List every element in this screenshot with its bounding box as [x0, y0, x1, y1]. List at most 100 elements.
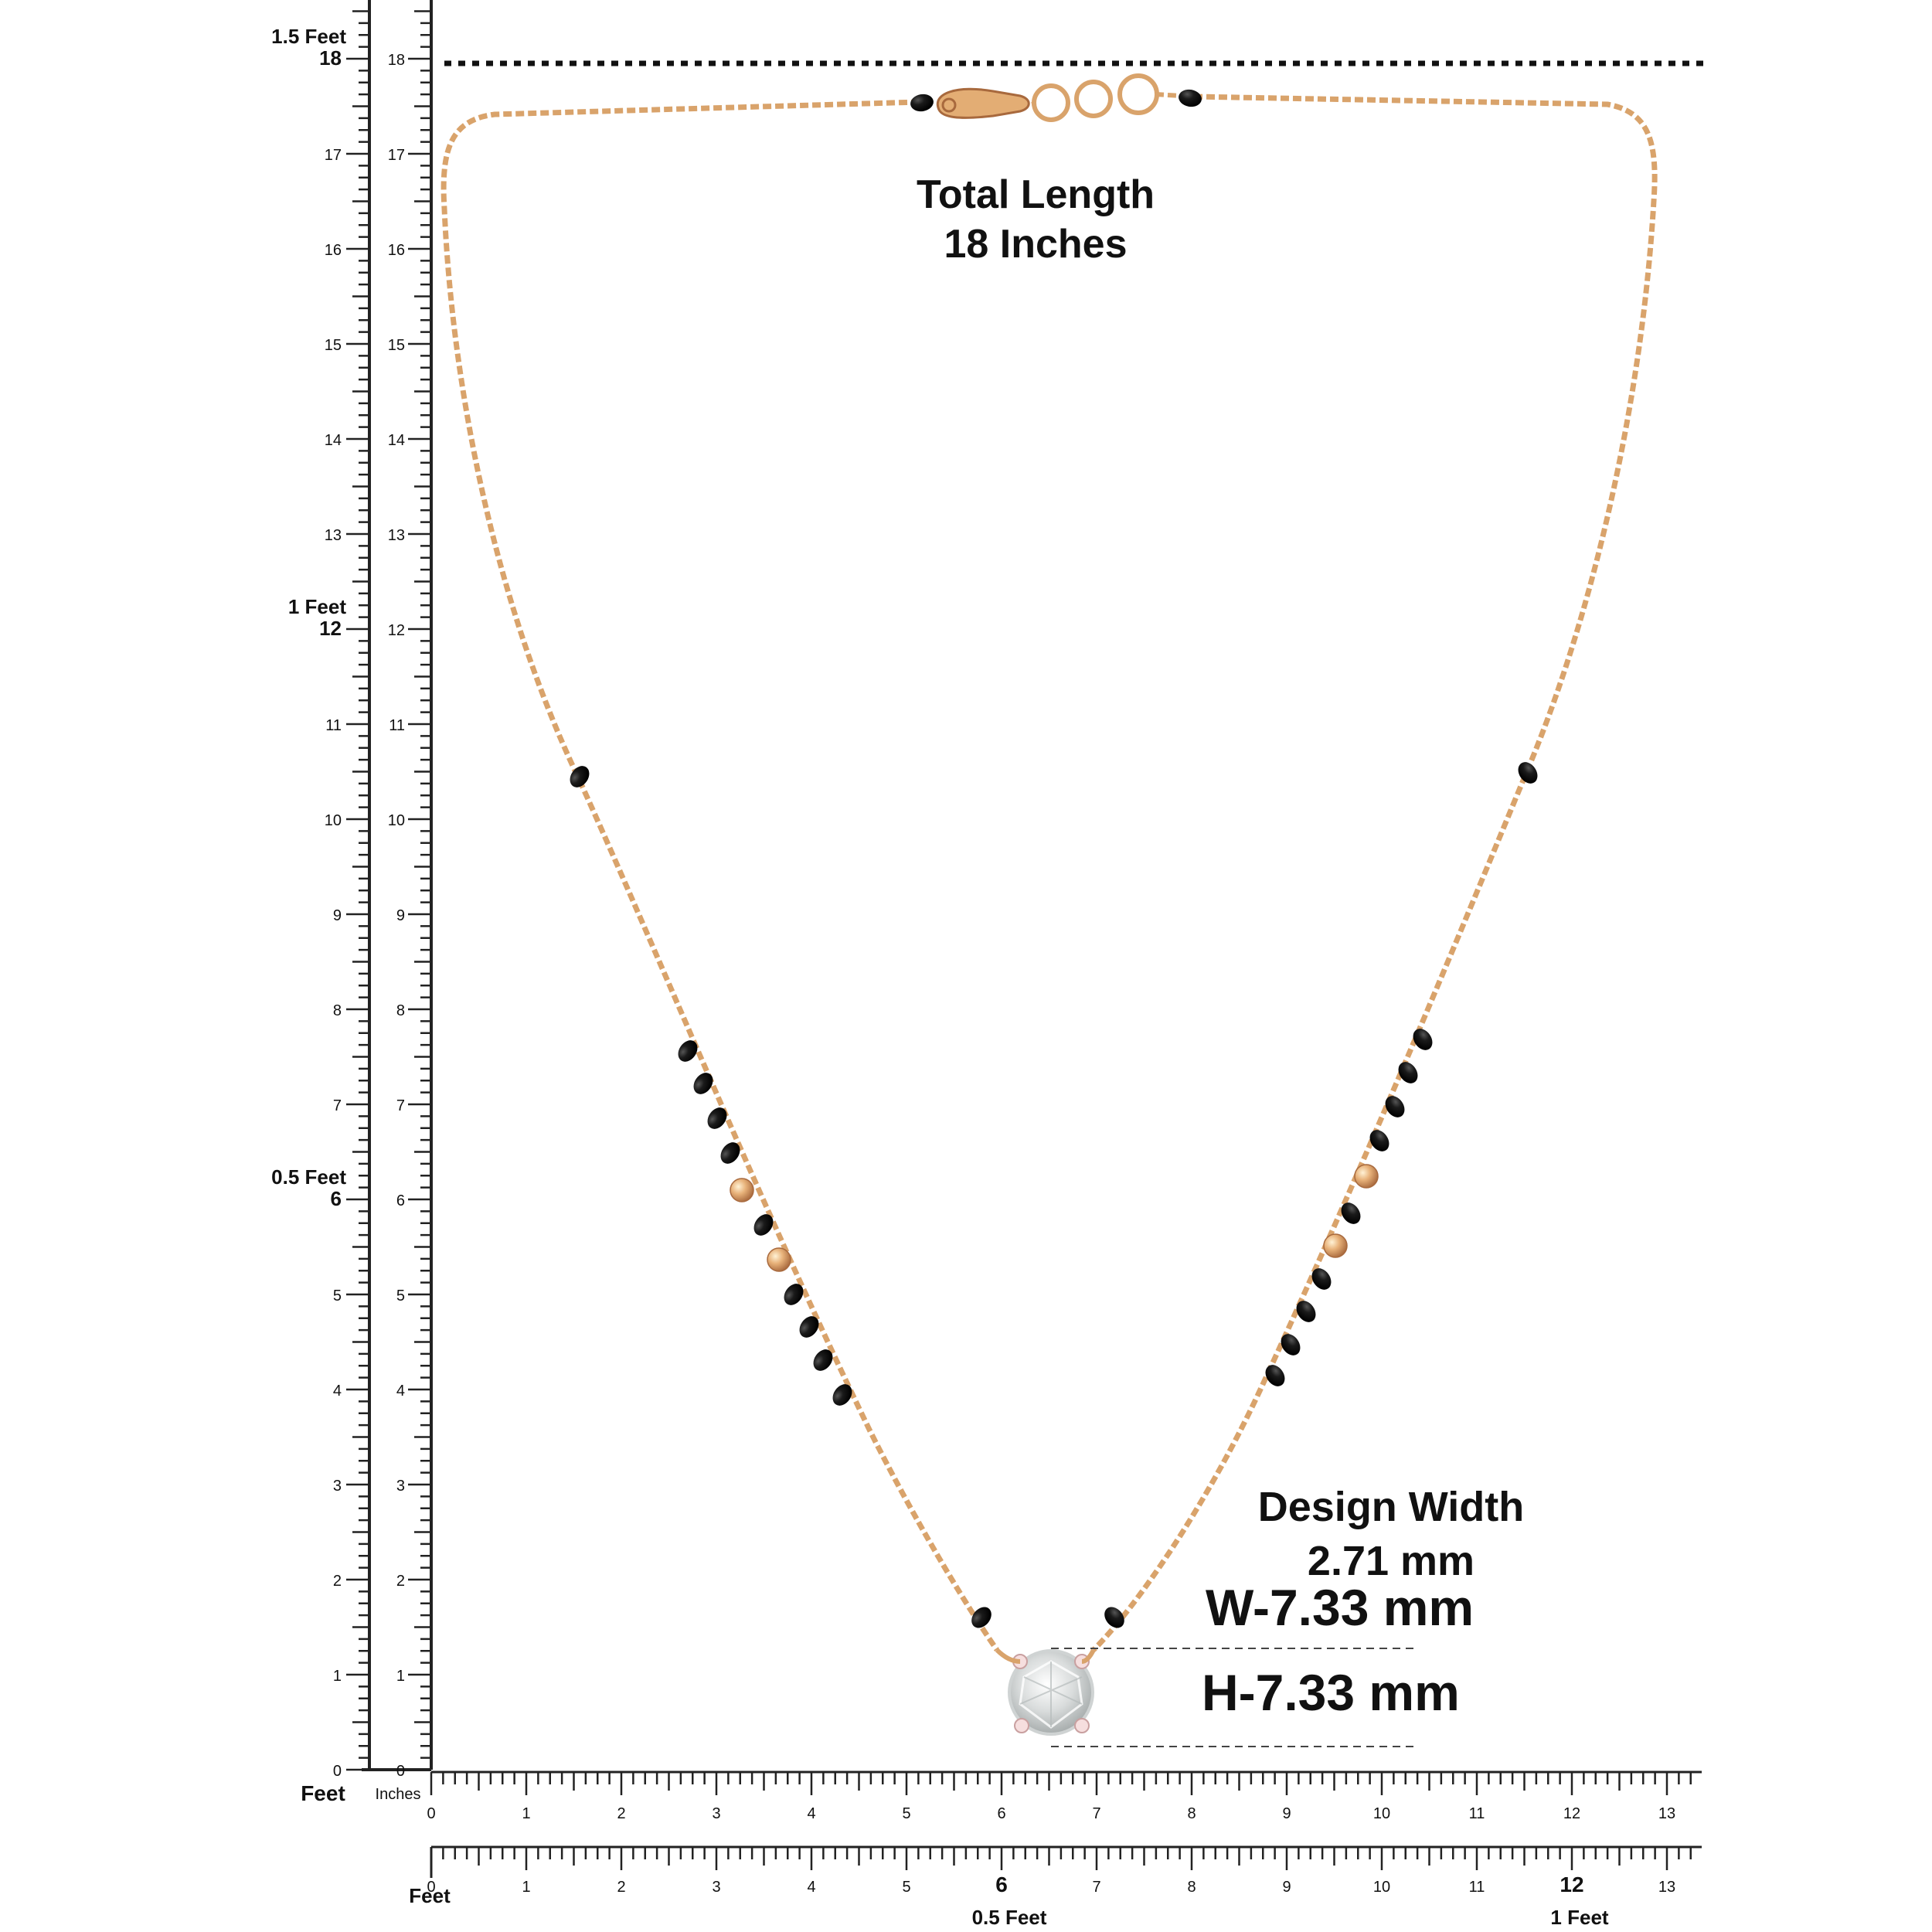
horizontal-ruler-inch-label: 5	[902, 1805, 910, 1822]
vertical-ruler-inch-label: 4	[396, 1383, 405, 1400]
width-dimension-label: W-7.33 mm	[1206, 1579, 1475, 1636]
black-bead	[1179, 89, 1202, 107]
extension-ring-2	[1074, 80, 1113, 118]
extension-ring-3	[1117, 73, 1159, 115]
horizontal-feet-ruler-inch-label: 12	[1560, 1872, 1583, 1896]
vertical-ruler-feet-side-label: 2	[333, 1573, 342, 1590]
horizontal-ruler-inch-label: 12	[1563, 1805, 1580, 1822]
chain-right-strand	[1091, 94, 1658, 1652]
extension-ring-1	[1032, 83, 1070, 122]
black-bead	[1311, 1268, 1332, 1290]
horizontal-ruler-inch-label: 7	[1092, 1805, 1100, 1822]
black-bead	[570, 766, 590, 787]
black-bead	[813, 1349, 833, 1371]
black-bead	[707, 1107, 727, 1129]
vertical-ruler-inch-label: 18	[388, 52, 405, 69]
horizontal-feet-ruler-inch-label: 8	[1187, 1879, 1196, 1896]
height-dimension-label: H-7.33 mm	[1202, 1664, 1460, 1721]
vertical-ruler-feet-side-label: 11	[325, 717, 342, 734]
horizontal-ruler-inch-label: 8	[1187, 1805, 1196, 1822]
vertical-ruler-inch-label: 6	[396, 1192, 405, 1209]
vertical-ruler-inch-label: 2	[396, 1573, 405, 1590]
prong-bottom-left	[1014, 1718, 1029, 1733]
gold-bead	[767, 1247, 791, 1272]
vertical-ruler-feet-side-label: 6	[331, 1187, 342, 1210]
chain-left-strand	[440, 99, 999, 1651]
horizontal-ruler-inch-label: 1	[522, 1805, 530, 1822]
horizontal-ruler-inch-label: 9	[1282, 1805, 1291, 1822]
horizontal-feet-ruler-inch-label: 3	[712, 1879, 720, 1896]
horizontal-inch-ruler: 0 1 2 3 4 5 6 7 8 9 10 11 12 13	[427, 1770, 1702, 1822]
vertical-ruler-feet-side-label: 8	[333, 1002, 342, 1019]
black-bead	[1398, 1062, 1418, 1083]
black-bead	[1104, 1607, 1124, 1628]
vertical-ruler-feet-side-label: 1	[333, 1668, 342, 1685]
design-width-title: Design Width	[1257, 1484, 1525, 1530]
black-bead	[720, 1142, 740, 1164]
black-bead	[678, 1040, 698, 1062]
vertical-ruler-inch-label: 7	[396, 1097, 405, 1114]
gold-bead	[1323, 1233, 1348, 1258]
lobster-clasp	[936, 87, 1030, 119]
vertical-ruler-feet-side-label: 13	[325, 527, 342, 544]
mangalsutra-necklace	[440, 73, 1658, 1736]
vertical-ruler-feet-mark-label: 0.5 Feet	[271, 1165, 346, 1189]
vertical-ruler-feet-side-label: 0	[333, 1763, 342, 1780]
horizontal-ruler-inch-label: 3	[712, 1805, 720, 1822]
horizontal-ruler-inch-label: 4	[807, 1805, 815, 1822]
vertical-ruler-feet-mark-label: 1 Feet	[288, 595, 346, 618]
horizontal-feet-ruler-inch-label: 0	[427, 1879, 435, 1896]
black-bead	[1413, 1029, 1433, 1050]
vertical-ruler-feet-side-label: 16	[325, 242, 342, 259]
vertical-ruler-inch-label: 12	[388, 622, 405, 639]
vertical-ruler-inch-label: 1	[396, 1668, 405, 1685]
black-bead	[753, 1214, 774, 1236]
horizontal-feet-ruler-inch-label: 5	[902, 1879, 910, 1896]
vertical-ruler-inch-label: 9	[396, 907, 405, 924]
horizontal-feet-ruler-inch-label: 1	[522, 1879, 530, 1896]
vertical-ruler-inch-label: 11	[389, 717, 405, 734]
horizontal-feet-ruler-inch-label: 2	[617, 1879, 625, 1896]
vertical-ruler-feet-mark-label: 1.5 Feet	[271, 25, 346, 48]
vertical-ruler-feet-side-label: 18	[319, 46, 342, 70]
horizontal-ruler-inch-label: 13	[1658, 1805, 1675, 1822]
horizontal-feet-ruler-inch-label: 4	[807, 1879, 815, 1896]
design-width-value: 2.71 mm	[1307, 1538, 1475, 1584]
horizontal-ruler-inch-label: 11	[1469, 1805, 1485, 1822]
black-bead	[1281, 1334, 1301, 1355]
vertical-ruler-inches-unit-label: Inches	[376, 1786, 421, 1803]
black-bead	[1265, 1365, 1285, 1386]
horizontal-feet-mark-label: 0.5 Feet	[972, 1906, 1047, 1929]
black-bead	[784, 1284, 804, 1305]
gold-bead	[730, 1178, 754, 1202]
horizontal-feet-ruler-inch-label: 10	[1373, 1879, 1390, 1896]
vertical-ruler-feet-unit-label: Feet	[301, 1781, 345, 1805]
horizontal-ruler-inch-label: 6	[997, 1805, 1005, 1822]
black-bead	[971, 1607, 992, 1628]
vertical-ruler-feet-side-label: 12	[319, 617, 342, 640]
vertical-ruler-inch-label: 17	[388, 147, 405, 164]
prong-bottom-right	[1074, 1718, 1090, 1733]
vertical-ruler-feet-side-label: 15	[325, 337, 342, 354]
horizontal-feet-ruler-inch-label: 11	[1469, 1879, 1485, 1896]
vertical-ruler-inch-label: 8	[396, 1002, 405, 1019]
vertical-ruler-feet-side-label: 5	[333, 1287, 342, 1304]
vertical-ruler-feet-side-label: 9	[333, 907, 342, 924]
horizontal-ruler-inch-label: 0	[427, 1805, 435, 1822]
vertical-ruler-inch-label: 0	[396, 1763, 405, 1780]
vertical-ruler-feet-side-label: 4	[333, 1383, 342, 1400]
total-length-title: Total Length	[916, 172, 1155, 217]
black-bead	[1341, 1202, 1361, 1224]
vertical-ruler-feet-side-label: 3	[333, 1478, 342, 1495]
design-width-label: Design Width 2.71 mm	[1175, 1480, 1607, 1588]
total-length-value: 18 Inches	[944, 222, 1128, 267]
black-bead	[1369, 1130, 1389, 1151]
horizontal-feet-ruler-inch-label: 6	[995, 1872, 1008, 1896]
horizontal-ruler-inch-label: 2	[617, 1805, 625, 1822]
black-bead	[1518, 762, 1538, 784]
vertical-ruler-inch-label: 5	[396, 1287, 405, 1304]
horizontal-feet-mark-label: 1 Feet	[1550, 1906, 1608, 1929]
